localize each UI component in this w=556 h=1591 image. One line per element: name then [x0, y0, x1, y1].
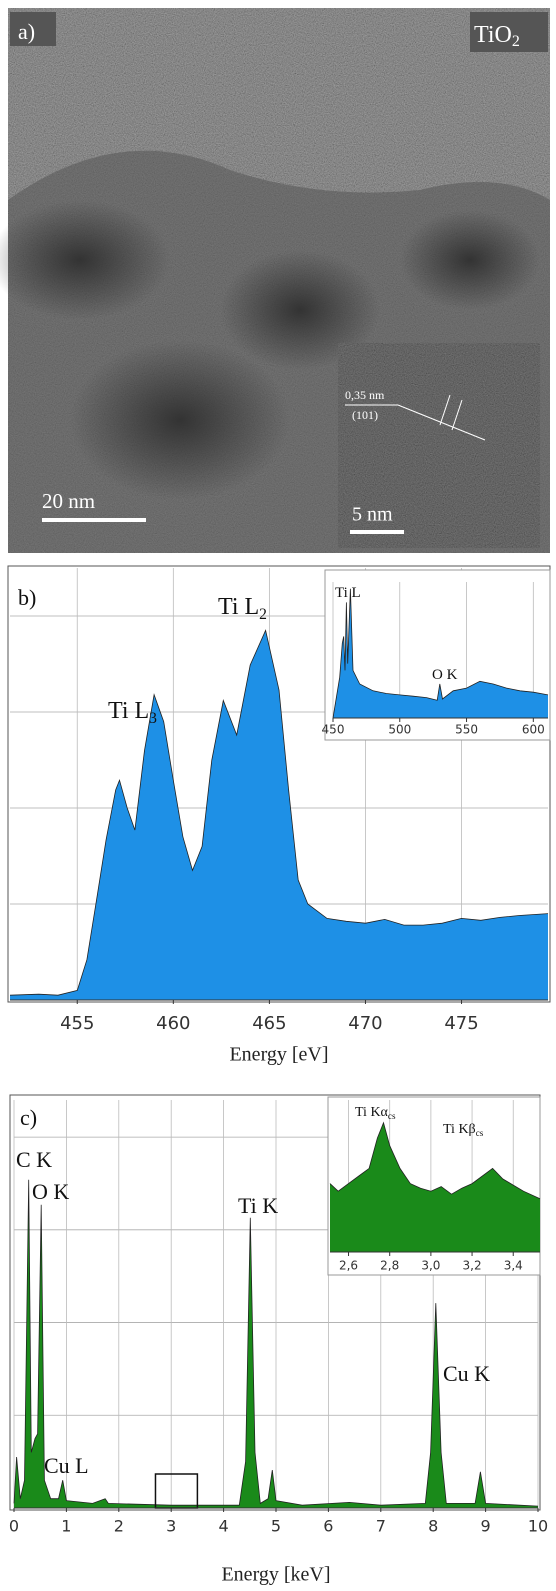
annotation: O K	[32, 1179, 69, 1204]
annotation: Ti K	[238, 1193, 278, 1218]
x-tick-label: 7	[376, 1517, 386, 1536]
x-axis-label: Energy [keV]	[221, 1564, 330, 1586]
area-outline	[13, 1179, 539, 1507]
annotation-text: Ti L	[108, 698, 149, 724]
x-tick-label: 2,6	[339, 1259, 358, 1273]
x-tick-label: 4	[219, 1517, 229, 1536]
x-tick-label: 470	[348, 1013, 382, 1034]
x-tick-label: 475	[444, 1013, 478, 1034]
annotation-text: C K	[16, 1147, 52, 1172]
annotation-text: Ti Kα	[355, 1105, 389, 1120]
annotation: Ti L3	[108, 698, 157, 727]
spacing-label: 0,35 nm	[345, 388, 385, 402]
annotation-text: Ti L	[218, 594, 259, 620]
panel-label: b)	[18, 585, 36, 610]
x-tick-label: 1	[61, 1517, 71, 1536]
scale-bar-label: 20 nm	[42, 489, 95, 513]
plane-label: (101)	[352, 408, 378, 422]
x-tick-label: 455	[60, 1013, 94, 1034]
annotation-text: O K	[432, 667, 458, 683]
x-tick-label: 8	[428, 1517, 438, 1536]
x-tick-label: 500	[388, 723, 411, 737]
annotation-text: Ti K	[238, 1193, 278, 1218]
compound: TiO2	[474, 22, 520, 50]
x-tick-label: 10	[528, 1517, 548, 1536]
annotation-text: Ti L	[335, 585, 361, 601]
x-tick-label: 0	[9, 1517, 19, 1536]
annotation: Ti Kαcs	[355, 1105, 396, 1121]
x-tick-label: 2	[114, 1517, 124, 1536]
annotation: Ti L	[335, 585, 361, 601]
x-tick-label: 3,2	[463, 1259, 482, 1273]
area	[333, 588, 548, 718]
annotation-text: Cu L	[44, 1453, 89, 1478]
x-tick-label: 460	[156, 1013, 190, 1034]
panel-label: a)	[18, 19, 35, 44]
x-axis-label: Energy [eV]	[229, 1044, 328, 1066]
annotation: C K	[16, 1147, 52, 1172]
x-tick-label: 3,0	[421, 1259, 440, 1273]
compound-sub: 2	[512, 33, 520, 50]
annotation-text: Ti Kβ	[443, 1122, 476, 1137]
annotation: Ti Kβcs	[443, 1122, 484, 1138]
x-tick-label: 465	[252, 1013, 286, 1034]
x-tick-label: 2,8	[380, 1259, 399, 1273]
x-tick-label: 3,4	[504, 1259, 523, 1273]
area-outline	[332, 588, 549, 719]
area-outline	[329, 1121, 541, 1200]
x-tick-label: 5	[271, 1517, 281, 1536]
x-tick-label: 550	[455, 723, 478, 737]
tem-image: a) TiO2 20 nm 5 nm 0,35 nm (101)	[0, 8, 550, 553]
area	[330, 1122, 540, 1252]
x-tick-label: 6	[323, 1517, 333, 1536]
x-tick-label: 9	[481, 1517, 491, 1536]
x-tick-label: 3	[166, 1517, 176, 1536]
x-tick-label: 600	[522, 723, 545, 737]
panel-label: c)	[20, 1105, 37, 1130]
annotation-sub: 3	[149, 710, 157, 727]
annotation-sub: cs	[476, 1128, 484, 1138]
annotation: O K	[432, 667, 458, 683]
area-outline	[9, 629, 549, 996]
annotation: Cu K	[443, 1361, 490, 1386]
compound-text: TiO	[474, 22, 512, 48]
annotation-text: Cu K	[443, 1361, 490, 1386]
x-tick-label: 450	[322, 723, 345, 737]
area	[10, 630, 548, 1000]
annotation: Ti L2	[218, 594, 267, 623]
annotation-text: O K	[32, 1179, 69, 1204]
annotation-sub: 2	[259, 606, 267, 623]
annotation: Cu L	[44, 1453, 89, 1478]
inset-scale-bar-label: 5 nm	[352, 504, 393, 526]
annotation-sub: cs	[388, 1111, 396, 1121]
